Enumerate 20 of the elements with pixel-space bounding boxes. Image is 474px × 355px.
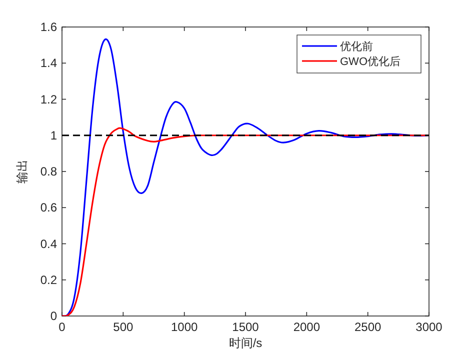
y-tick-label: 1.2 <box>40 92 58 106</box>
x-axis-title: 时间/s <box>228 336 262 350</box>
y-tick-label: 1.6 <box>40 20 58 34</box>
x-tick-label: 500 <box>113 320 134 334</box>
x-tick-label: 1000 <box>170 320 198 334</box>
y-tick-label: 1.4 <box>40 56 58 70</box>
legend-label: 优化前 <box>340 41 373 53</box>
y-tick-label: 0.8 <box>40 164 58 178</box>
x-tick-label: 0 <box>58 320 66 334</box>
x-tick-label: 1500 <box>232 320 260 334</box>
y-tick-label: 0.2 <box>40 272 58 287</box>
x-tick-label: 2500 <box>354 320 382 334</box>
y-tick-label: 0.6 <box>40 200 58 215</box>
x-tick-label: 2000 <box>293 320 320 334</box>
y-tick-label: 0.4 <box>40 236 58 251</box>
y-tick-label: 0 <box>50 309 58 323</box>
y-axis-title: 输出 <box>15 160 29 184</box>
legend-label: GWO优化后 <box>340 55 400 68</box>
x-tick-label: 3000 <box>416 320 443 334</box>
y-tick-label: 1 <box>50 128 58 142</box>
